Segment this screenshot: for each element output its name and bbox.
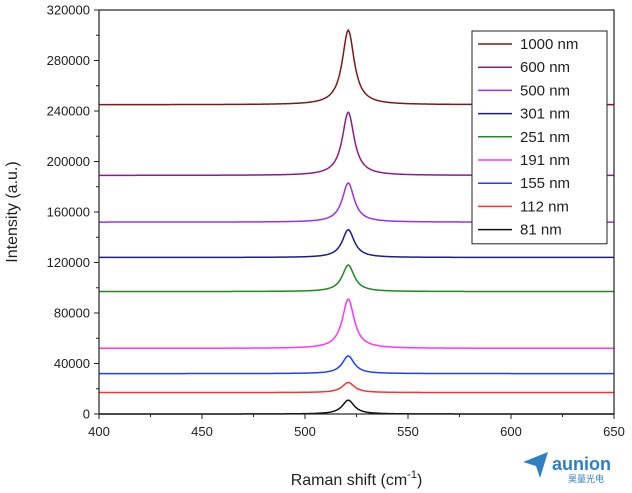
y-axis-title: Intensity (a.u.) [4,161,21,262]
watermark-subtext: 昊量光电 [568,473,604,484]
legend-label: 155 nm [520,175,570,192]
legend-label: 81 nm [520,222,562,239]
x-tick-label: 650 [603,424,625,439]
series-line [99,399,614,415]
x-tick-label: 400 [88,424,110,439]
legend-label: 500 nm [520,82,570,99]
y-tick-label: 40000 [54,356,90,371]
series-line [99,264,614,293]
y-tick-label: 0 [83,407,90,422]
y-tick-label: 80000 [54,306,90,321]
y-tick-label: 240000 [47,104,90,119]
x-axis-title: Raman shift (cm-1) [291,469,423,489]
axis-ticks: 400 450 500 550 600 650 0 40000 80000 120000 16000… [47,3,625,440]
x-tick-label: 450 [191,424,213,439]
y-tick-label: 320000 [47,3,90,18]
series-layer [98,28,614,415]
x-tick-label: 500 [294,424,316,439]
logo-arrow-icon [523,452,548,478]
series-line [99,298,614,350]
y-tick-label: 200000 [47,154,90,169]
legend-label: 1000 nm [520,36,578,53]
legend: 1000 nm 600 nm 500 nm 301 nm 251 nm 191 nm 155… [471,30,608,245]
watermark-text: aunion [552,454,611,474]
legend-label: 251 nm [520,129,570,146]
series-line [99,355,614,375]
legend-label: 301 nm [520,106,570,123]
legend-label: 191 nm [520,152,570,169]
aunion-logo: aunion 昊量光电 [523,452,611,484]
y-tick-label: 280000 [47,53,90,68]
y-tick-label: 160000 [47,205,90,220]
legend-label: 600 nm [520,59,570,76]
series-line [99,381,614,394]
y-tick-label: 120000 [47,255,90,270]
x-tick-label: 600 [500,424,522,439]
x-tick-label: 550 [397,424,419,439]
legend-label: 112 nm [520,198,569,215]
series-line [99,228,614,259]
